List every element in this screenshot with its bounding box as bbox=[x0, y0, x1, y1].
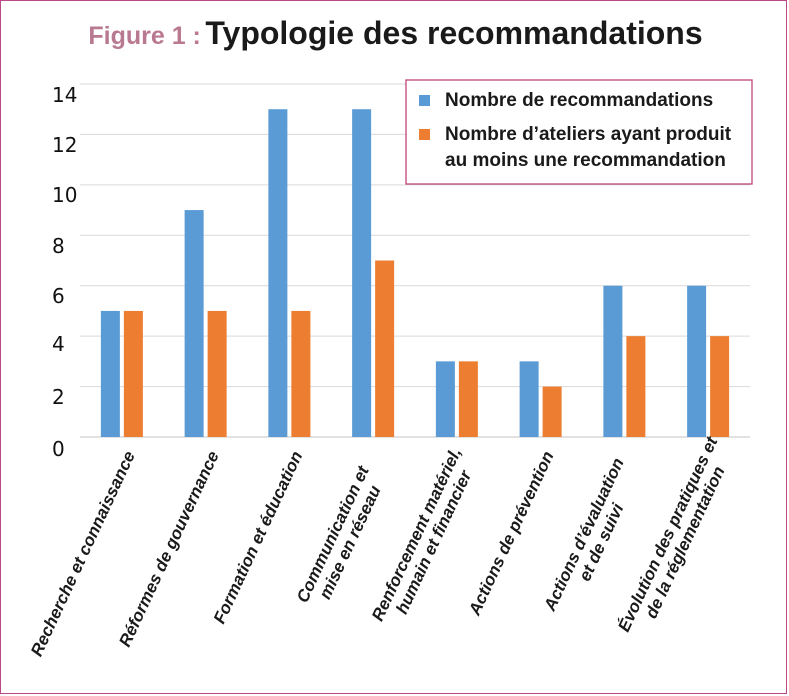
figure-title: Figure 1 : Typologie des recommandations bbox=[1, 15, 789, 52]
legend-label-ateliers-line2: au moins une recommandation bbox=[445, 150, 726, 171]
y-tick-label: 4 bbox=[52, 332, 65, 356]
y-tick-label: 14 bbox=[52, 83, 77, 107]
category-label: Évolution des pratiques etde la réglemen… bbox=[614, 433, 739, 643]
bar-ateliers bbox=[458, 361, 478, 437]
bar-recommendations bbox=[519, 361, 539, 437]
y-tick-label: 6 bbox=[52, 284, 65, 308]
bar-ateliers bbox=[710, 336, 730, 437]
legend-swatch-ateliers bbox=[419, 129, 430, 140]
bar-recommendations bbox=[352, 109, 372, 437]
bar-recommendations bbox=[435, 361, 455, 437]
legend-box bbox=[405, 79, 753, 185]
bar-ateliers bbox=[375, 260, 395, 437]
y-tick-label: 12 bbox=[52, 133, 77, 157]
category-label-line: Formation et éducation bbox=[210, 448, 307, 626]
bar-recommendations bbox=[184, 210, 204, 437]
legend-label-ateliers-line1: Nombre d’ateliers ayant produit bbox=[445, 124, 732, 145]
category-label: Renforcement matériel,humain et financie… bbox=[368, 445, 482, 632]
y-tick-label: 0 bbox=[52, 437, 65, 461]
category-label: Réformes de gouvernance bbox=[115, 448, 222, 650]
bar-recommendations bbox=[687, 285, 707, 437]
bar-ateliers bbox=[207, 310, 227, 437]
bar-ateliers bbox=[291, 310, 311, 437]
category-label: Formation et éducation bbox=[210, 448, 307, 626]
bar-recommendations bbox=[603, 285, 623, 437]
y-tick-label: 8 bbox=[52, 234, 65, 258]
bar-ateliers bbox=[123, 310, 143, 437]
bar-recommendations bbox=[100, 310, 120, 437]
bar-ateliers bbox=[626, 336, 646, 437]
category-label-line: Évolution des pratiques et bbox=[614, 433, 722, 635]
figure-label: Figure 1 : bbox=[88, 22, 201, 50]
category-label: Communication etmise en réseau bbox=[293, 462, 391, 614]
category-label-line: Réformes de gouvernance bbox=[115, 448, 222, 650]
legend-label-recommendations: Nombre de recommandations bbox=[445, 90, 713, 111]
y-tick-label: 2 bbox=[52, 385, 65, 409]
bar-recommendations bbox=[268, 109, 288, 437]
bar-ateliers bbox=[542, 386, 562, 437]
legend-swatch-recommendations bbox=[419, 95, 430, 106]
category-label: Actions de prévention bbox=[465, 448, 558, 619]
figure-title-text: Typologie des recommandations bbox=[205, 15, 703, 51]
y-tick-label: 10 bbox=[52, 183, 77, 207]
category-label-line: Actions de prévention bbox=[465, 448, 558, 619]
